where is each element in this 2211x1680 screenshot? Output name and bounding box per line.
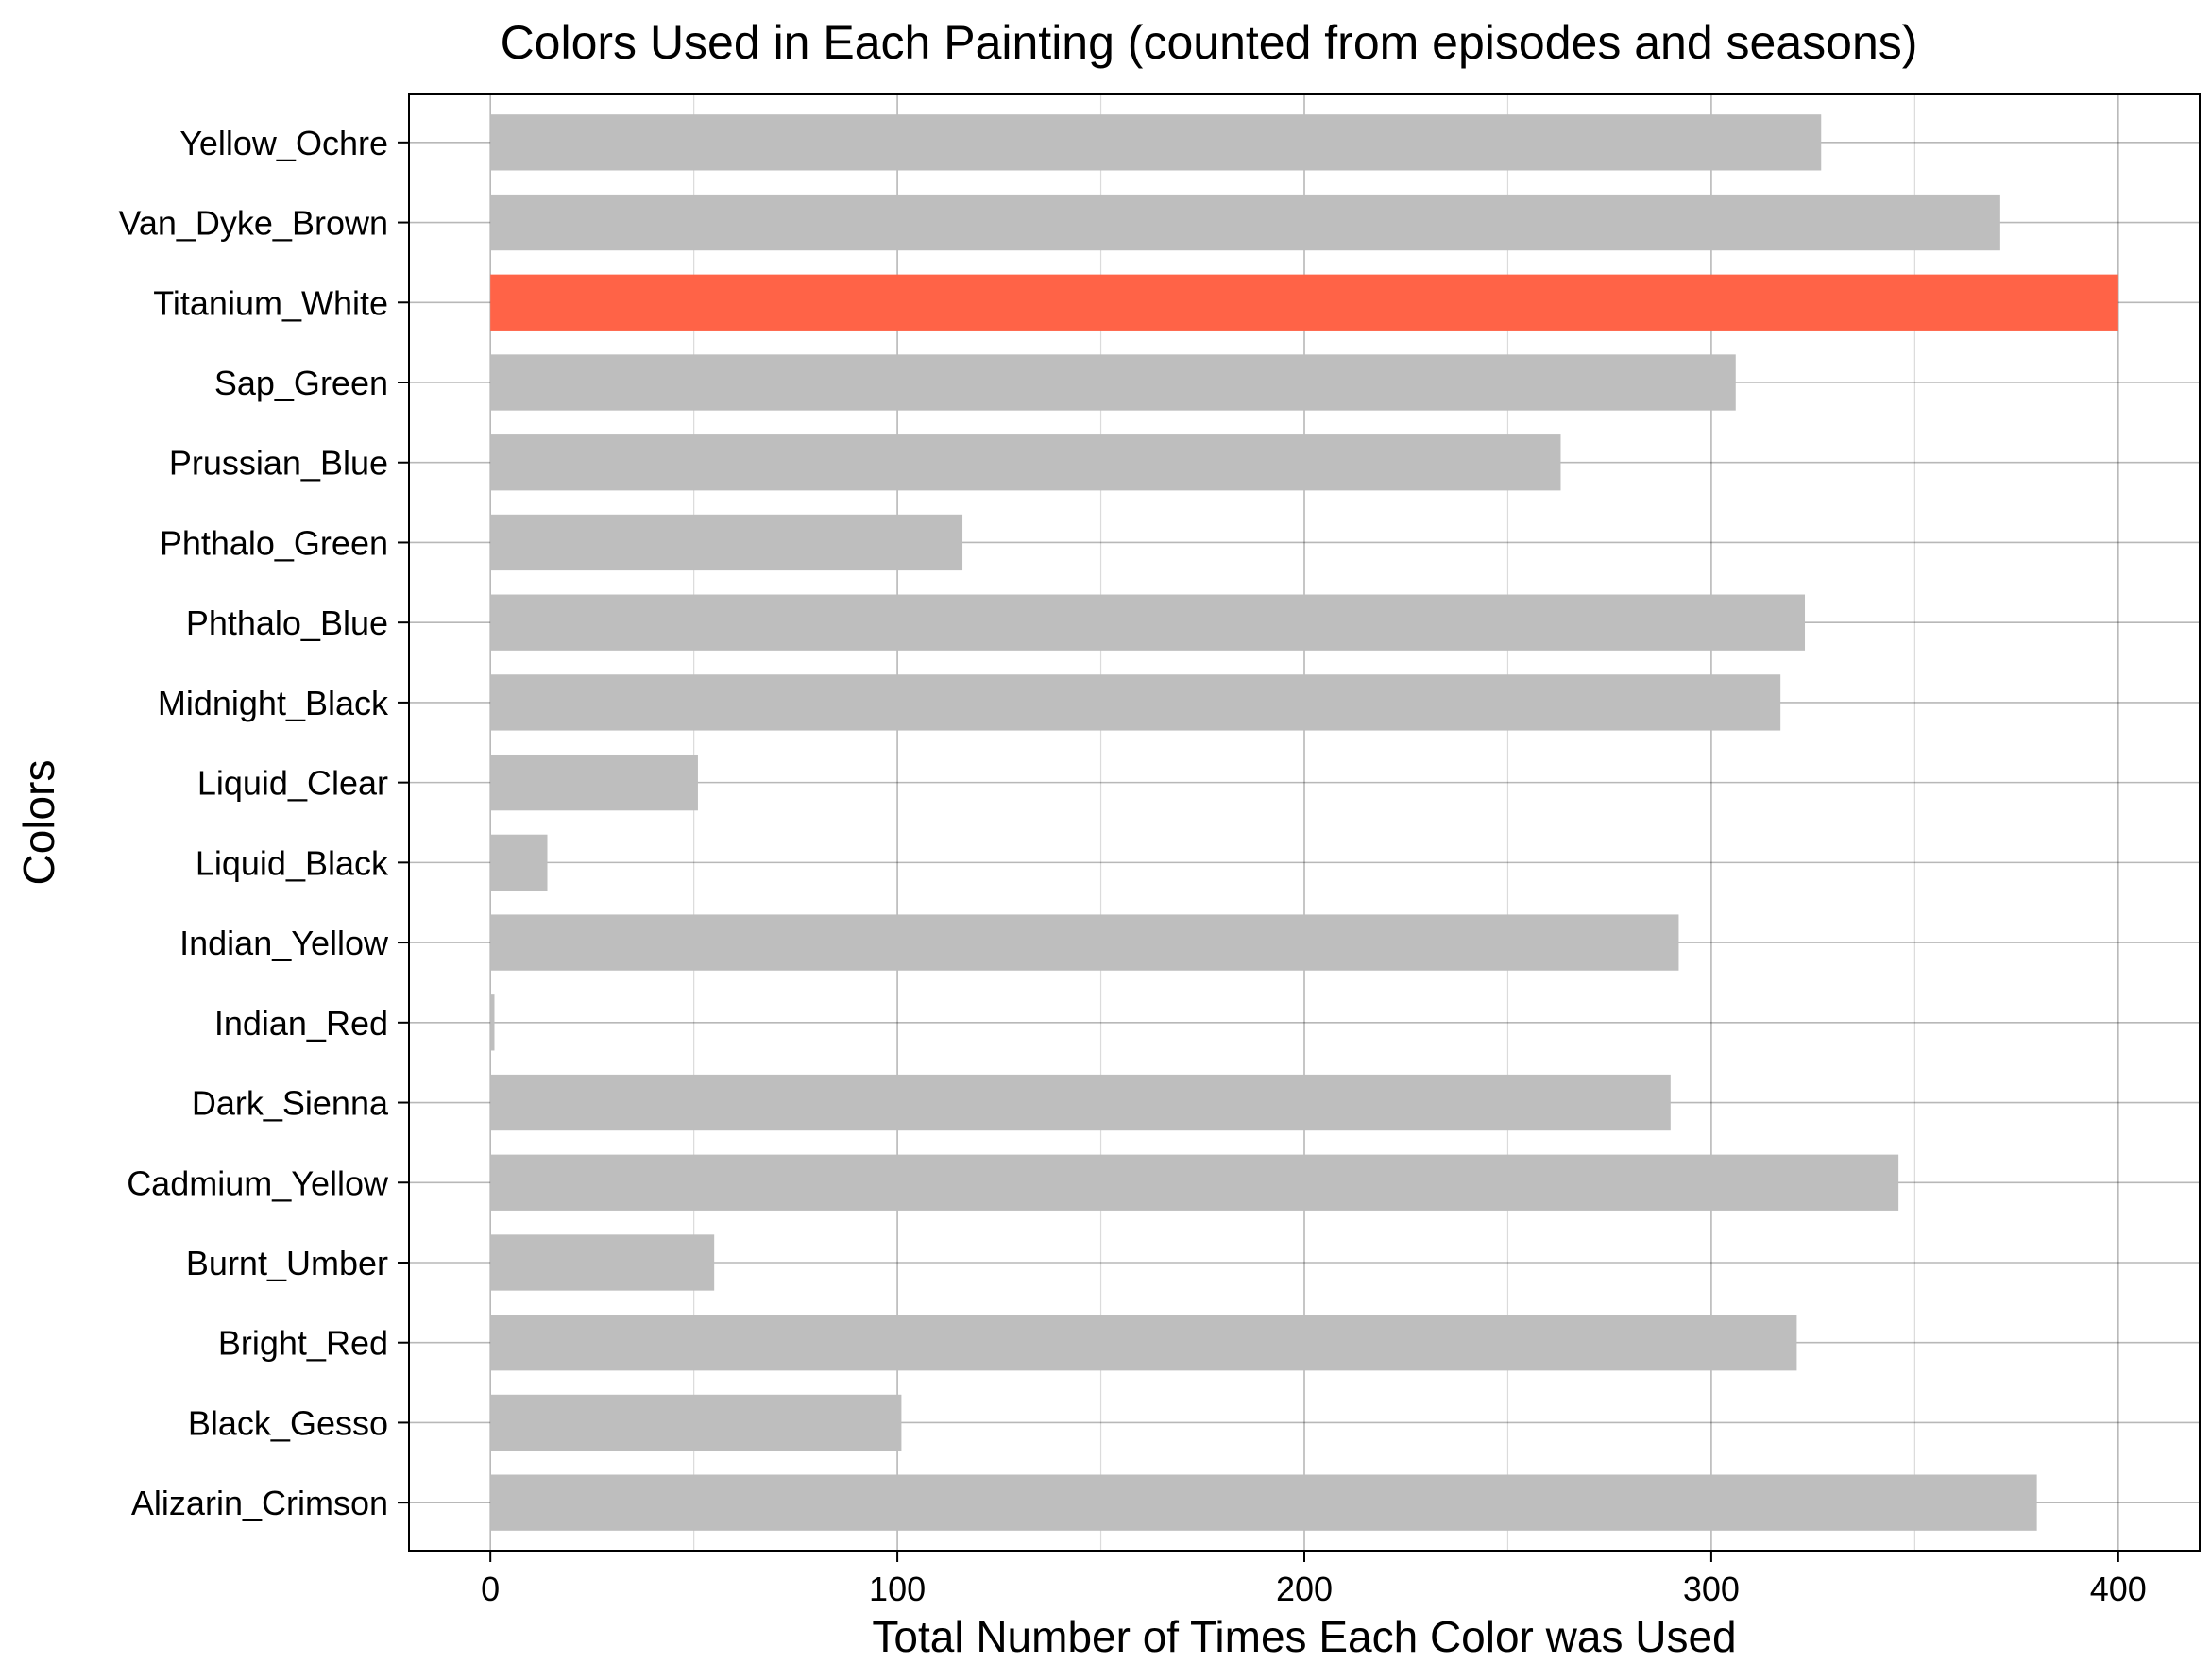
bar-phthalo-green [490, 514, 963, 571]
x-tick-label: 400 [2090, 1570, 2147, 1608]
y-axis: Alizarin_Crimson Black_Gesso Bright_Red Bur… [119, 124, 409, 1522]
y-tick-label: Cadmium_Yellow [127, 1163, 389, 1202]
bar-titanium-white [490, 274, 2118, 331]
x-axis: 0 100 200 300 400 [481, 1551, 2147, 1608]
bar-black-gesso [490, 1394, 902, 1451]
bar-alizarin-crimson [490, 1474, 2037, 1531]
bar-dark-sienna [490, 1074, 1671, 1131]
bar-liquid-black [490, 834, 548, 891]
y-tick-label: Dark_Sienna [192, 1084, 389, 1123]
bar-midnight-black [490, 674, 1781, 731]
bar-liquid-clear [490, 754, 698, 811]
bar-phthalo-blue [490, 594, 1806, 651]
y-tick-label: Liquid_Clear [197, 764, 388, 803]
bar-van-dyke-brown [490, 194, 2000, 251]
bar-yellow-ochre [490, 114, 1822, 171]
bar-cadmium-yellow [490, 1154, 1899, 1211]
y-tick-label: Phthalo_Green [160, 523, 388, 562]
chart-title: Colors Used in Each Painting (counted fr… [501, 16, 1918, 69]
bars [490, 114, 2118, 1531]
x-tick-label: 300 [1683, 1570, 1740, 1608]
x-tick-label: 200 [1276, 1570, 1333, 1608]
bar-sap-green [490, 354, 1736, 411]
y-tick-label: Sap_Green [214, 364, 388, 402]
y-tick-label: Van_Dyke_Brown [119, 204, 389, 243]
y-tick-label: Alizarin_Crimson [131, 1484, 388, 1522]
y-tick-label: Burnt_Umber [186, 1244, 388, 1282]
x-axis-label: Total Number of Times Each Color was Use… [872, 1612, 1736, 1661]
x-tick-label: 0 [481, 1570, 500, 1608]
x-tick-label: 100 [869, 1570, 926, 1608]
y-tick-label: Midnight_Black [158, 684, 389, 722]
y-tick-label: Prussian_Blue [169, 444, 388, 483]
y-tick-label: Indian_Yellow [179, 924, 389, 962]
y-tick-label: Bright_Red [218, 1324, 388, 1363]
y-tick-label: Black_Gesso [188, 1403, 388, 1442]
y-tick-label: Liquid_Black [196, 843, 389, 882]
y-tick-label: Indian_Red [214, 1004, 388, 1043]
y-tick-label: Titanium_White [153, 283, 388, 322]
bar-indian-yellow [490, 914, 1679, 971]
bar-bright-red [490, 1315, 1797, 1371]
bar-indian-red [490, 994, 495, 1051]
y-tick-label: Phthalo_Blue [186, 603, 388, 642]
bar-burnt-umber [490, 1234, 715, 1291]
y-axis-label: Colors [14, 760, 63, 886]
y-tick-label: Yellow_Ochre [179, 124, 388, 162]
bar-prussian-blue [490, 434, 1561, 491]
